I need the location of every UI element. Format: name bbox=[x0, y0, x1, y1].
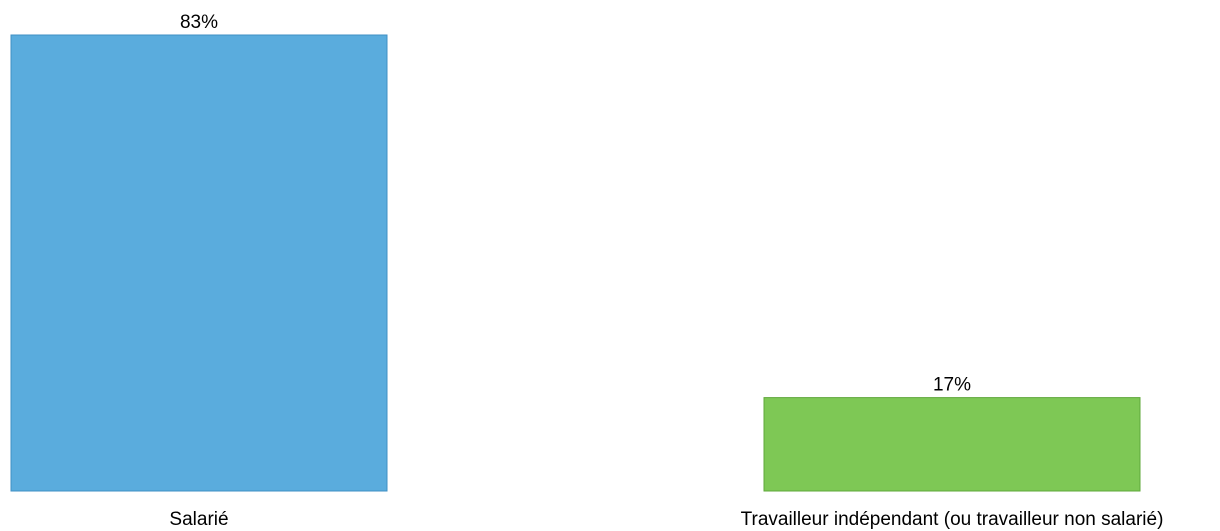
category-label: Salarié bbox=[169, 509, 228, 530]
bar-travailleur-independant bbox=[763, 397, 1141, 492]
data-label: 83% bbox=[180, 12, 218, 33]
bar-salarie bbox=[10, 34, 388, 492]
labels-layer: 83% Salarié 17% Travailleur indépendant (ou… bbox=[169, 12, 1163, 530]
bars-layer bbox=[10, 34, 1141, 492]
data-label: 17% bbox=[933, 375, 971, 396]
category-label: Travailleur indépendant (ou travailleur … bbox=[741, 509, 1164, 530]
